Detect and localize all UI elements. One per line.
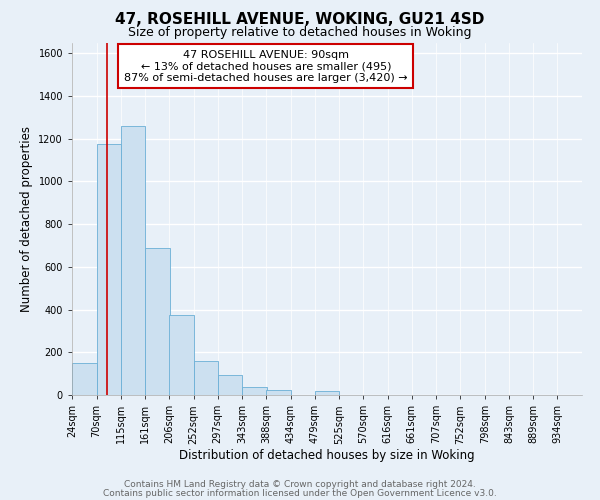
Bar <box>266 390 291 395</box>
X-axis label: Distribution of detached houses by size in Woking: Distribution of detached houses by size … <box>179 449 475 462</box>
Text: 47 ROSEHILL AVENUE: 90sqm
← 13% of detached houses are smaller (495)
87% of semi: 47 ROSEHILL AVENUE: 90sqm ← 13% of detac… <box>124 50 407 82</box>
Text: Size of property relative to detached houses in Woking: Size of property relative to detached ho… <box>128 26 472 39</box>
Bar <box>194 361 218 395</box>
Y-axis label: Number of detached properties: Number of detached properties <box>20 126 33 312</box>
Bar <box>242 387 267 395</box>
Bar <box>72 363 97 395</box>
Bar <box>315 391 339 395</box>
Bar <box>218 376 242 395</box>
Bar <box>97 144 121 395</box>
Text: Contains HM Land Registry data © Crown copyright and database right 2024.: Contains HM Land Registry data © Crown c… <box>124 480 476 489</box>
Text: 47, ROSEHILL AVENUE, WOKING, GU21 4SD: 47, ROSEHILL AVENUE, WOKING, GU21 4SD <box>115 12 485 28</box>
Text: Contains public sector information licensed under the Open Government Licence v3: Contains public sector information licen… <box>103 489 497 498</box>
Bar <box>169 315 194 395</box>
Bar <box>121 126 145 395</box>
Bar <box>145 248 170 395</box>
